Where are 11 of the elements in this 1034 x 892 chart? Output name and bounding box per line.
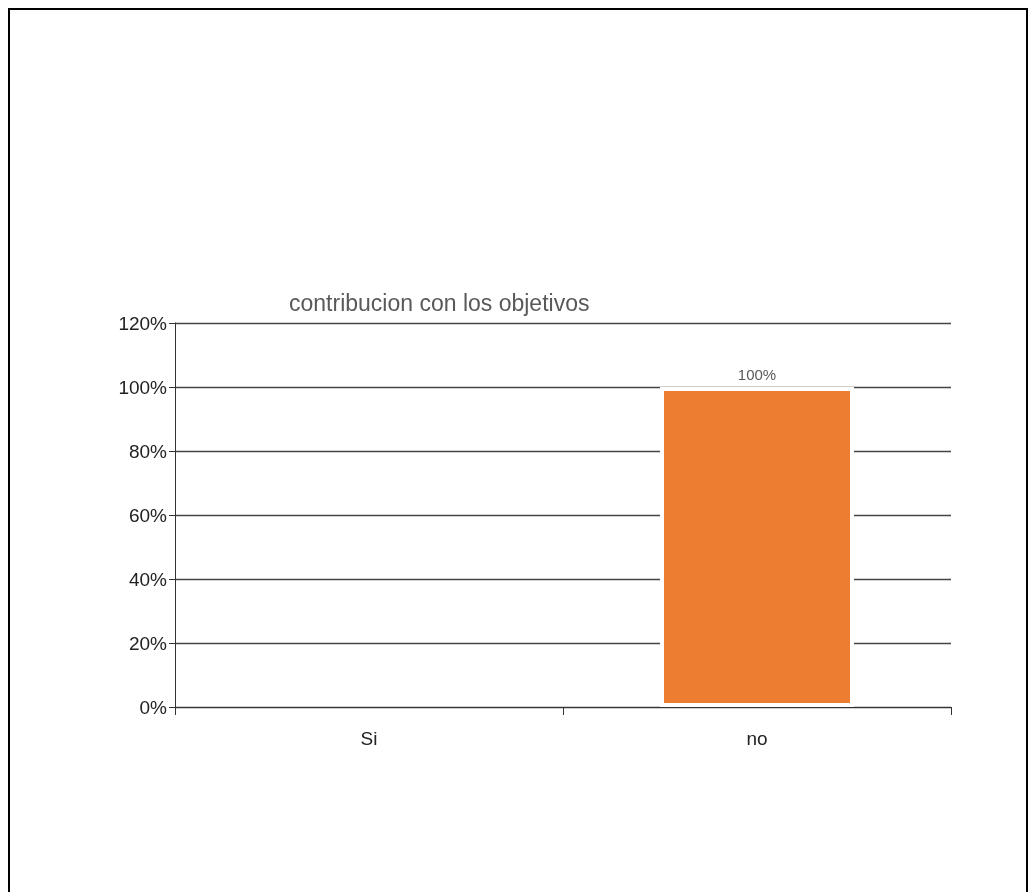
y-tick-label: 60%	[128, 504, 168, 526]
y-tick-label: 120%	[118, 312, 168, 334]
y-tick-label: 80%	[128, 440, 168, 462]
chart-title: contribucion con los objetivos	[289, 289, 590, 316]
x-tick-label: Si	[360, 728, 378, 749]
data-label: 100%	[737, 366, 777, 383]
y-tick-label: 0%	[139, 696, 168, 718]
y-tick-label: 40%	[128, 568, 168, 590]
x-tick-label: no	[746, 728, 768, 749]
y-tick-label: 20%	[128, 632, 168, 654]
y-tick-label: 100%	[118, 376, 168, 398]
